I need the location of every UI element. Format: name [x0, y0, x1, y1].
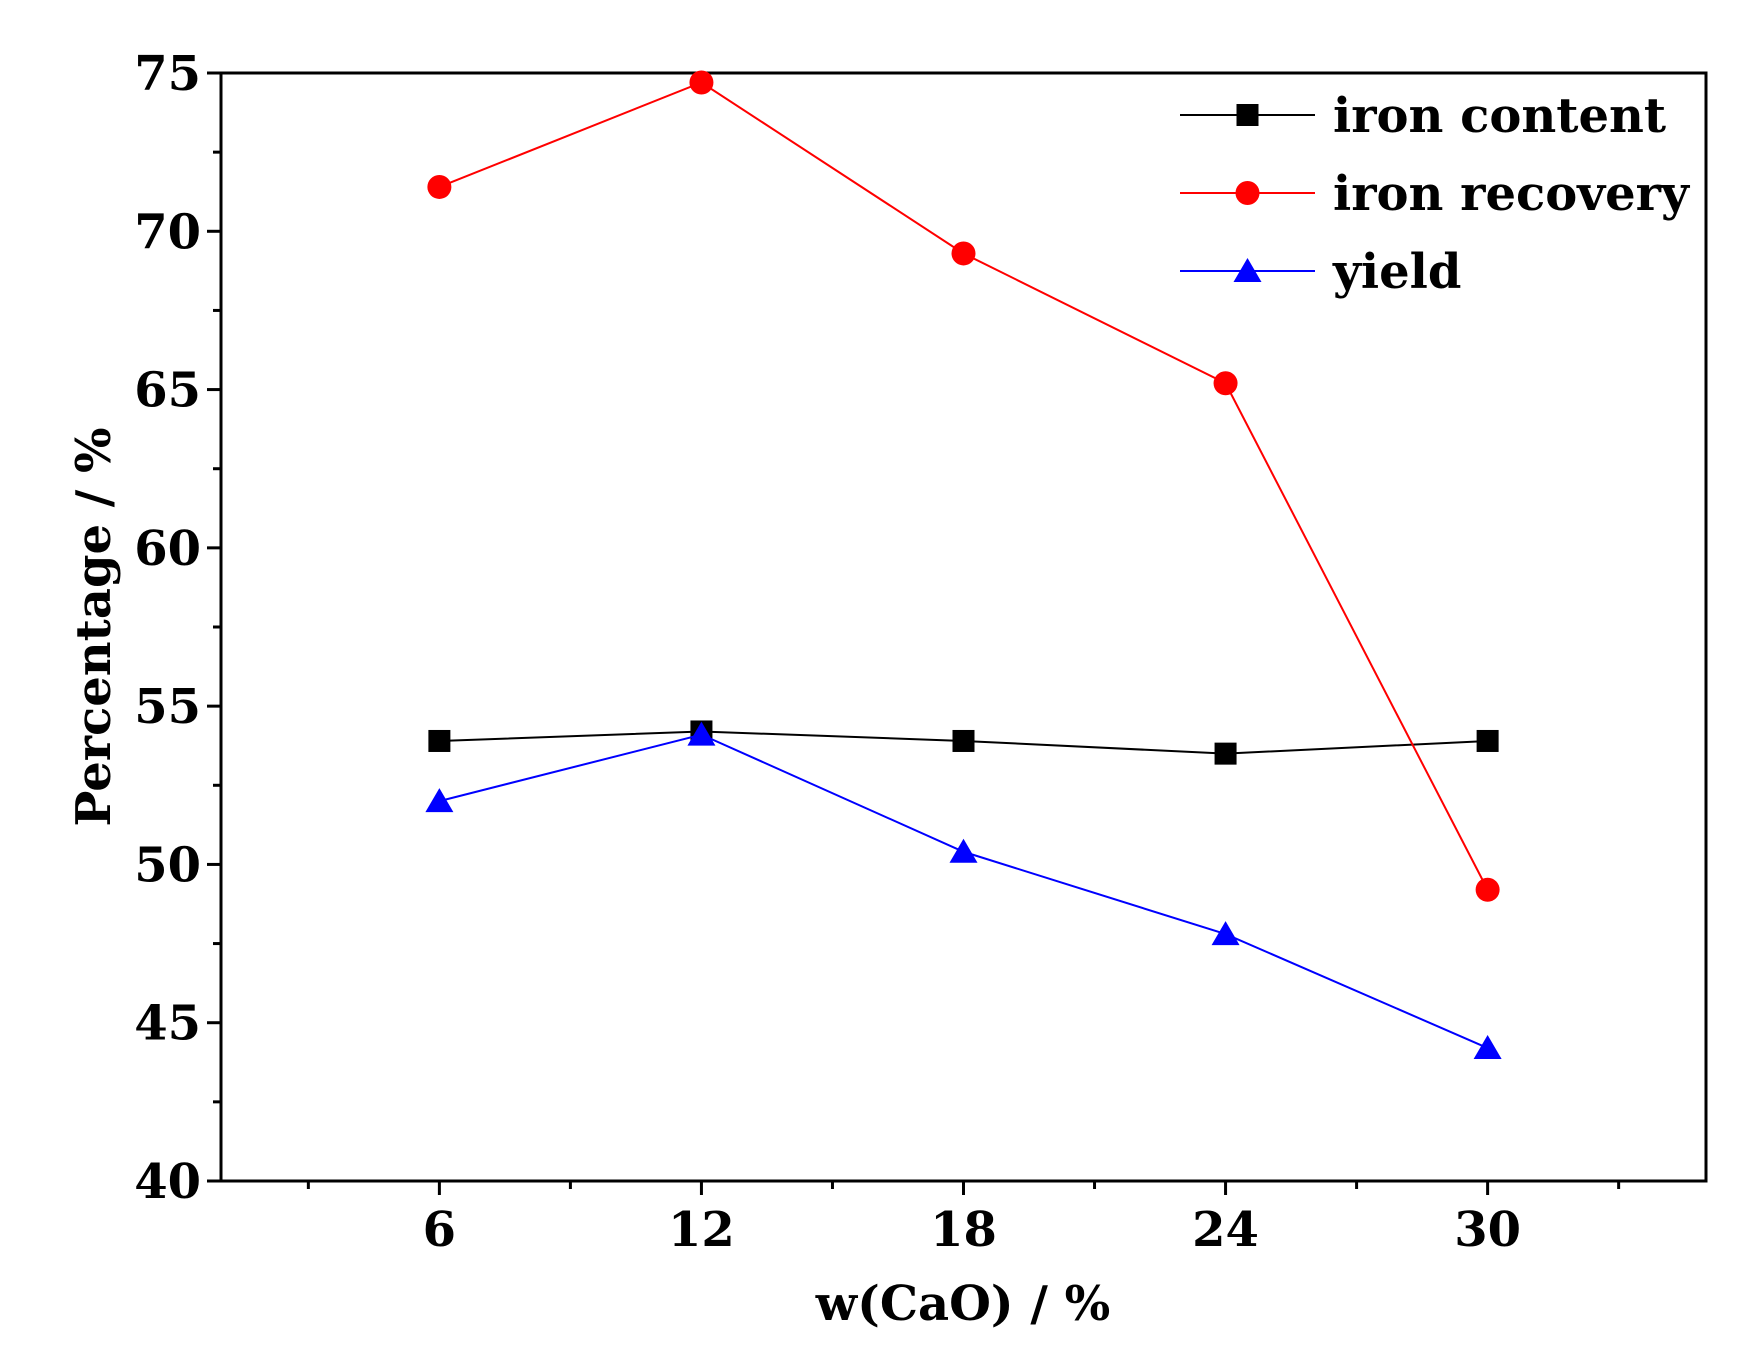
x-tick-label: 30 [1454, 1202, 1521, 1258]
legend-item-yield: yield [1180, 244, 1461, 300]
y-axis: 40 45 50 55 60 65 70 75 [134, 46, 221, 1210]
y-tick-label: 70 [134, 204, 201, 260]
legend-label: yield [1332, 244, 1461, 300]
plot-area-frame [219, 71, 1708, 1183]
y-tick-label: 40 [134, 1154, 201, 1210]
series-line-yield [439, 733, 1489, 1049]
series-iron-recovery [427, 70, 1500, 902]
legend-marker [1236, 104, 1259, 126]
legend-label: iron recovery [1333, 166, 1691, 222]
series-layer [425, 70, 1502, 1060]
data-point-yield [425, 788, 454, 813]
y-tick-label: 50 [134, 837, 201, 893]
data-point-iron-content [1476, 729, 1499, 752]
legend-item-iron-recovery: iron recovery [1180, 166, 1691, 222]
data-point-iron-content [428, 729, 451, 752]
data-point-iron-recovery [1475, 877, 1500, 902]
legend: iron content iron recovery yield [1180, 88, 1691, 300]
data-point-iron-content [952, 729, 975, 752]
data-point-yield [1473, 1035, 1502, 1060]
data-point-iron-recovery [689, 70, 714, 95]
y-tick-label: 60 [134, 521, 201, 577]
y-tick-label: 55 [134, 679, 201, 735]
data-point-yield [687, 721, 716, 746]
data-point-iron-recovery [951, 241, 976, 266]
series-line-iron-recovery [439, 81, 1489, 891]
data-point-iron-recovery [427, 174, 452, 199]
series-iron-content [428, 720, 1499, 765]
x-axis: 6 12 18 24 30 [306, 1181, 1621, 1258]
y-axis-title: Percentage / % [66, 427, 122, 826]
data-point-yield [949, 838, 978, 863]
x-tick-label: 24 [1192, 1202, 1259, 1258]
x-axis-title: w(CaO) / % [815, 1276, 1110, 1332]
legend-label: iron content [1333, 88, 1666, 144]
legend-item-iron-content: iron content [1180, 88, 1666, 144]
data-point-iron-recovery [1213, 371, 1238, 396]
legend-marker [1235, 181, 1260, 205]
data-point-yield [1211, 921, 1240, 946]
y-tick-label: 75 [134, 46, 201, 102]
x-tick-label: 18 [930, 1202, 997, 1258]
data-point-iron-content [1214, 742, 1237, 765]
series-yield [425, 721, 1502, 1060]
y-tick-label: 45 [134, 996, 201, 1052]
x-tick-label: 12 [668, 1202, 735, 1258]
x-tick-label: 6 [423, 1202, 456, 1258]
legend-marker [1233, 258, 1262, 282]
y-tick-label: 65 [134, 363, 201, 419]
